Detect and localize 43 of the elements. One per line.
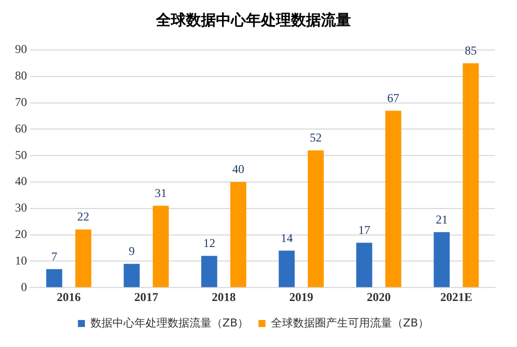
bar [124, 264, 140, 288]
y-tick-label: 70 [15, 94, 27, 109]
bar [462, 63, 479, 288]
data-label: 31 [154, 186, 167, 200]
legend-label: 全球数据圈产生可用流量（ZB） [271, 316, 430, 330]
data-label: 17 [358, 222, 370, 237]
bar [201, 256, 218, 288]
legend-label: 数据中心年处理数据流量（ZB） [90, 316, 249, 330]
bar [152, 206, 169, 288]
x-tick-label: 2021E [440, 290, 472, 304]
chart-title: 全球数据中心年处理数据流量 [155, 10, 351, 29]
bar [434, 232, 450, 288]
data-label: 14 [280, 230, 293, 245]
x-tick-label: 2019 [289, 290, 314, 304]
data-label: 67 [387, 90, 400, 105]
data-label: 85 [464, 43, 477, 58]
bar [75, 230, 92, 288]
data-label: 7 [51, 249, 58, 264]
x-tick-label: 2020 [366, 290, 391, 304]
y-tick-label: 40 [15, 174, 27, 188]
y-tick-label: 30 [15, 200, 27, 215]
y-tick-label: 60 [15, 121, 27, 136]
y-tick-label: 90 [15, 42, 27, 56]
bar [230, 182, 246, 288]
bar [278, 250, 295, 288]
x-tick-label: 2018 [212, 290, 236, 304]
bar [356, 242, 372, 288]
y-tick-label: 80 [15, 68, 27, 83]
y-tick-label: 10 [15, 253, 27, 268]
y-tick-label: 0 [21, 280, 27, 294]
data-label: 22 [77, 210, 90, 224]
data-label: 9 [128, 244, 135, 258]
bar [308, 150, 324, 288]
y-tick-label: 20 [15, 226, 27, 241]
x-tick-label: 2017 [134, 290, 158, 304]
data-label: 12 [203, 236, 216, 250]
data-label: 40 [232, 162, 244, 176]
x-tick-label: 2016 [56, 290, 81, 304]
data-label: 52 [310, 130, 322, 144]
bar [385, 110, 402, 288]
bar [46, 269, 62, 288]
data-label: 21 [436, 212, 448, 226]
y-tick-label: 50 [15, 148, 27, 162]
